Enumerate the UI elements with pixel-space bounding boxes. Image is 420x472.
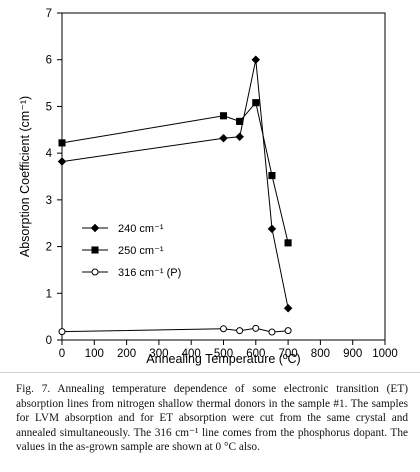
series-line-1 bbox=[61, 101, 289, 243]
x-tick-label: 900 bbox=[343, 348, 362, 360]
caption-divider bbox=[0, 372, 420, 373]
x-tick-label: 100 bbox=[85, 348, 104, 360]
data-point-series-2 bbox=[220, 325, 227, 333]
data-point-series-0 bbox=[235, 132, 245, 142]
x-tick-label: 700 bbox=[279, 348, 298, 360]
data-point-series-2 bbox=[236, 327, 244, 335]
y-tick-label: 6 bbox=[46, 55, 52, 67]
x-tick-label: 400 bbox=[182, 348, 201, 360]
x-tick-label: 300 bbox=[149, 348, 168, 360]
y-axis-title: Absorption Coefficient (cm⁻¹) bbox=[18, 96, 32, 257]
data-point-series-1 bbox=[219, 112, 228, 120]
data-point-series-0 bbox=[219, 133, 228, 143]
data-point-series-1 bbox=[284, 239, 292, 247]
legend-marker-0 bbox=[90, 223, 100, 233]
y-tick-label: 4 bbox=[46, 148, 53, 160]
data-point-series-2 bbox=[268, 328, 276, 336]
data-point-series-1 bbox=[236, 117, 244, 125]
legend-label-2: 316 cm⁻¹ (P) bbox=[118, 267, 181, 279]
x-tick-label: 1000 bbox=[372, 348, 398, 360]
y-tick-label: 1 bbox=[46, 288, 52, 300]
data-point-series-1 bbox=[58, 139, 66, 147]
x-tick-label: 200 bbox=[117, 348, 136, 360]
x-axis-title: Annealing Temperature (ºC) bbox=[146, 352, 300, 366]
data-point-series-0 bbox=[251, 55, 261, 65]
y-tick-label: 3 bbox=[46, 195, 52, 207]
y-tick-label: 7 bbox=[46, 8, 52, 20]
data-point-series-1 bbox=[268, 172, 276, 180]
legend-label-0: 240 cm⁻¹ bbox=[118, 223, 164, 235]
y-tick-label: 5 bbox=[46, 101, 52, 113]
chart: 0 100 200 300 400 500 600 700 800 900 1000 0 1 2 3 4 5 6 7… bbox=[18, 8, 398, 366]
data-point-series-0 bbox=[283, 303, 293, 313]
data-point-series-0 bbox=[57, 157, 67, 166]
x-tick-label: 0 bbox=[59, 348, 65, 360]
figure-caption: Fig. 7. Annealing temperature dependence… bbox=[16, 383, 408, 454]
legend-marker-2 bbox=[91, 268, 99, 276]
data-point-series-2 bbox=[58, 328, 66, 336]
y-tick-label: 2 bbox=[46, 242, 52, 254]
legend-marker-1 bbox=[91, 246, 99, 254]
series-line-0 bbox=[61, 59, 289, 309]
x-tick-label: 600 bbox=[246, 348, 265, 360]
legend-label-1: 250 cm⁻¹ bbox=[118, 245, 164, 257]
data-point-series-2 bbox=[284, 327, 292, 335]
x-tick-label: 500 bbox=[214, 348, 233, 360]
data-point-series-0 bbox=[267, 224, 277, 234]
x-tick-label: 800 bbox=[311, 348, 330, 360]
plot-frame bbox=[61, 12, 386, 341]
data-point-series-1 bbox=[252, 99, 260, 107]
y-tick-label: 0 bbox=[46, 335, 52, 347]
data-point-series-2 bbox=[252, 324, 260, 332]
